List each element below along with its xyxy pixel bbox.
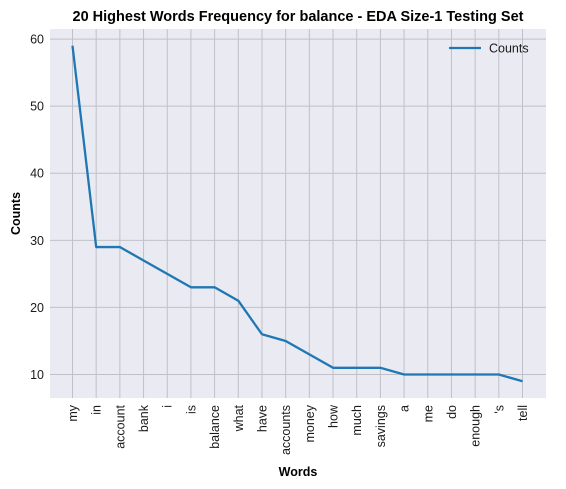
y-tick-label: 40: [30, 167, 44, 181]
plot-area: [50, 29, 546, 398]
x-tick-label: a: [398, 405, 412, 412]
x-tick-label: savings: [374, 405, 388, 447]
x-tick-label: what: [232, 404, 246, 432]
y-axis-label: Counts: [9, 192, 23, 235]
y-tick-label: 20: [30, 301, 44, 315]
x-tick-label: account: [113, 404, 127, 448]
x-tick-label: tell: [516, 405, 530, 421]
x-tick-label: my: [66, 404, 80, 421]
x-tick-label: in: [90, 405, 104, 415]
legend: Counts: [449, 42, 529, 56]
x-tick-label: how: [327, 404, 341, 428]
x-tick-label: me: [421, 405, 435, 422]
x-tick-label: do: [445, 405, 459, 419]
chart-title: 20 Highest Words Frequency for balance -…: [73, 9, 524, 25]
x-tick-label: 's: [492, 405, 506, 414]
y-tick-label: 10: [30, 368, 44, 382]
x-tick-label: enough: [469, 405, 483, 447]
x-tick-label: money: [303, 404, 317, 442]
x-tick-labels: my in account bank i is balance what have account…: [66, 404, 530, 455]
y-tick-label: 50: [30, 100, 44, 114]
y-tick-labels: 10 20 30 40 50 60: [30, 33, 44, 382]
x-tick-label: accounts: [279, 405, 293, 455]
x-tick-label: is: [184, 405, 198, 414]
x-tick-label: bank: [137, 404, 151, 432]
y-tick-label: 60: [30, 33, 44, 47]
x-tick-label: have: [255, 405, 269, 432]
legend-label-counts: Counts: [489, 42, 529, 56]
x-axis-label: Words: [279, 465, 318, 479]
y-tick-label: 30: [30, 234, 44, 248]
grid: [50, 29, 546, 398]
x-tick-label: i: [161, 405, 175, 408]
x-tick-label: much: [350, 405, 364, 436]
x-tick-label: balance: [208, 405, 222, 449]
series-line-counts: [71, 45, 523, 383]
